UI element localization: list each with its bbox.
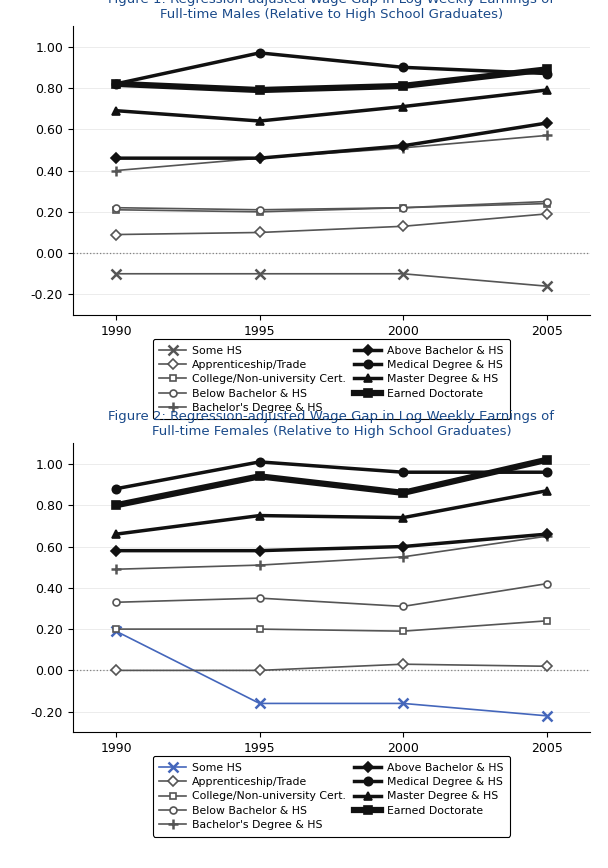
Legend: Some HS, Apprenticeship/Trade, College/Non-university Cert., Below Bachelor & HS: Some HS, Apprenticeship/Trade, College/N…	[153, 339, 510, 419]
Title: Figure 2: Regression-adjusted Wage Gap in Log Weekly Earnings of
Full-time Femal: Figure 2: Regression-adjusted Wage Gap i…	[108, 410, 554, 438]
Title: Figure 1: Regression-adjusted Wage Gap in Log Weekly Earnings of
Full-time Males: Figure 1: Regression-adjusted Wage Gap i…	[108, 0, 554, 21]
Legend: Some HS, Apprenticeship/Trade, College/Non-university Cert., Below Bachelor & HS: Some HS, Apprenticeship/Trade, College/N…	[153, 756, 510, 837]
